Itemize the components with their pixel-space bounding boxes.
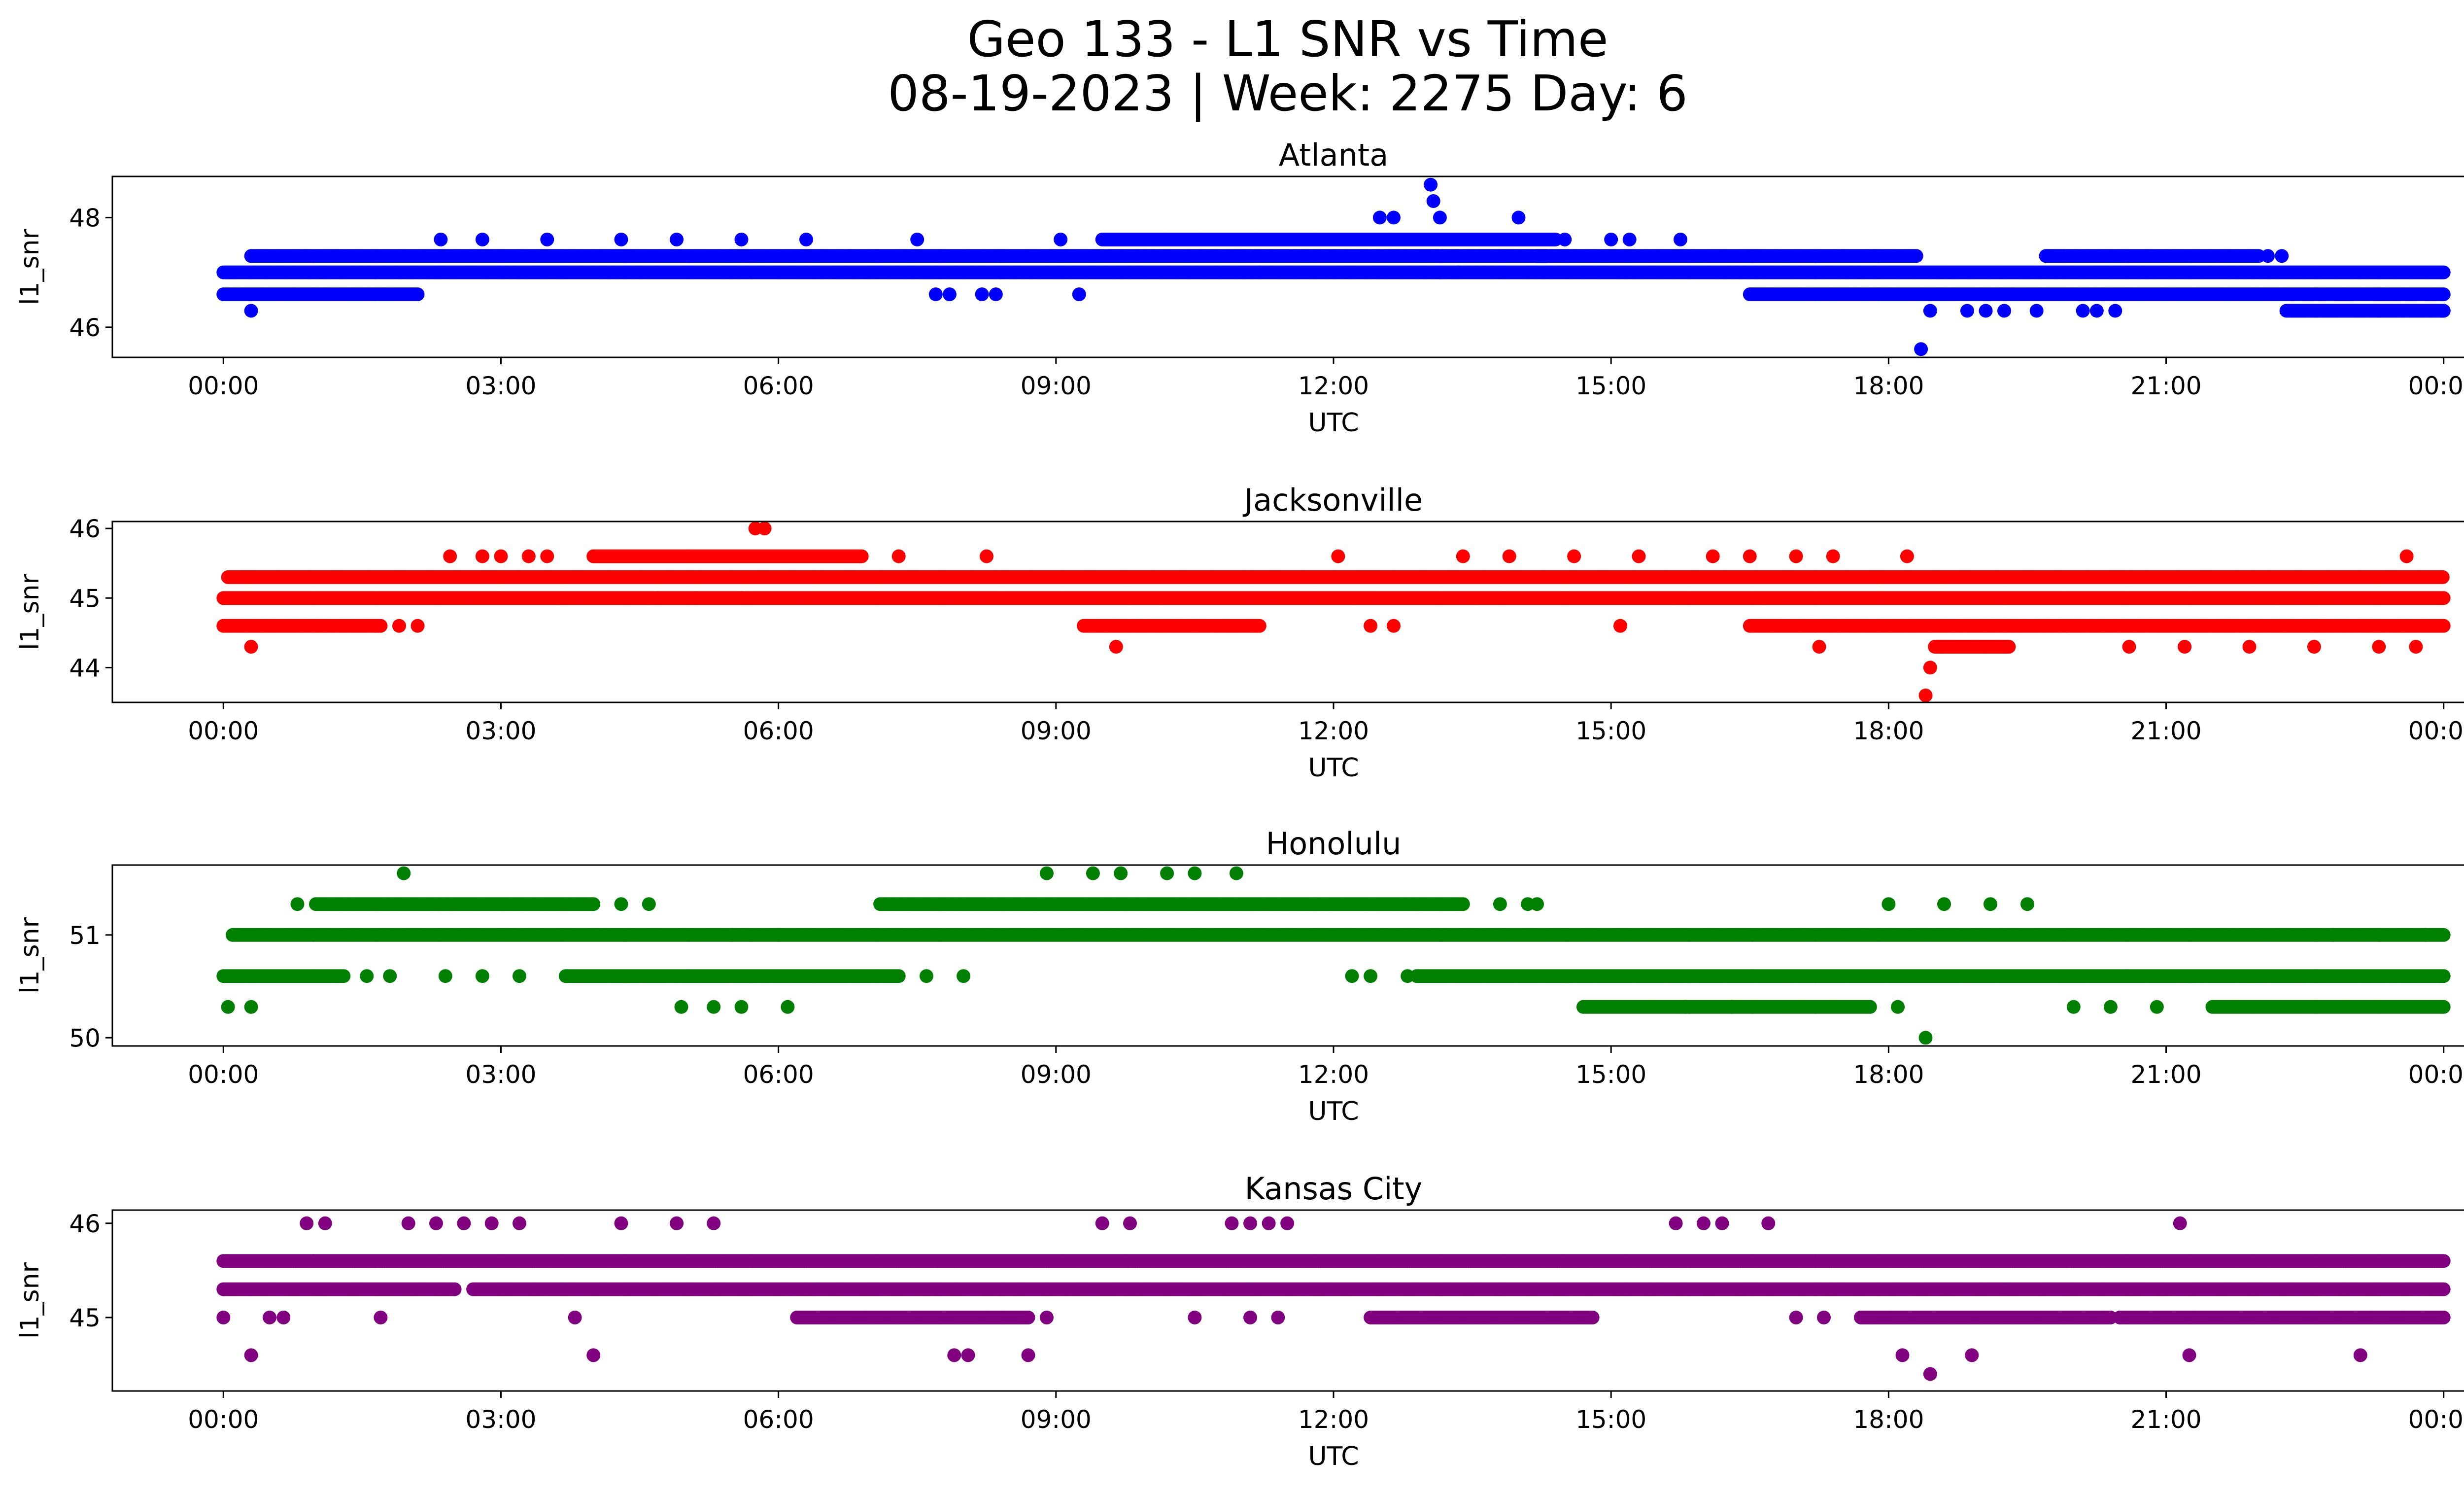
- x-axis-label: UTC: [1308, 408, 1359, 438]
- data-point: [2436, 265, 2451, 279]
- data-point: [1923, 304, 1937, 318]
- data-point: [1558, 232, 1572, 246]
- x-tick-label: 12:00: [1298, 372, 1369, 400]
- scatter-points: [216, 522, 2451, 702]
- y-axis-label: l1_snr: [15, 228, 45, 305]
- data-point: [1424, 177, 1438, 192]
- y-tick-label: 46: [69, 313, 101, 342]
- scatter-level-band: [221, 570, 2450, 584]
- data-point: [540, 232, 554, 246]
- scatter-level-band: [244, 249, 1553, 263]
- data-point: [2436, 287, 2451, 302]
- x-tick-label: 21:00: [2130, 372, 2201, 400]
- data-point: [910, 232, 924, 246]
- data-point: [2436, 591, 2451, 605]
- data-point: [1604, 232, 1618, 246]
- data-point: [928, 287, 943, 302]
- x-tick-label: 06:00: [743, 372, 814, 400]
- scatter-level-band: [216, 591, 2451, 605]
- subplot-title: Jacksonville: [1242, 482, 1423, 518]
- data-point: [1372, 210, 1387, 225]
- data-point: [2261, 249, 2275, 263]
- y-tick-label: 48: [69, 204, 101, 232]
- data-point: [244, 304, 258, 318]
- data-point: [1909, 249, 1923, 263]
- x-tick-label: 00:00: [2408, 372, 2464, 400]
- data-point: [1997, 304, 2011, 318]
- data-point: [734, 232, 749, 246]
- scatter-level-band: [1530, 249, 1923, 263]
- data-point: [989, 287, 1003, 302]
- data-point: [1072, 287, 1086, 302]
- data-point: [1054, 232, 1068, 246]
- data-point: [1433, 210, 1447, 225]
- data-point: [1387, 210, 1401, 225]
- scatter-points: [216, 177, 2451, 356]
- data-point: [1622, 232, 1637, 246]
- x-tick-label: 18:00: [1853, 372, 1924, 400]
- data-point: [799, 232, 813, 246]
- data-point: [1674, 232, 1687, 246]
- data-point: [434, 232, 448, 246]
- scatter-level-band: [2039, 249, 2266, 263]
- figure-title-line1: Geo 133 - L1 SNR vs Time: [967, 10, 1608, 68]
- data-point: [475, 232, 489, 246]
- data-point: [1252, 265, 1266, 279]
- data-point: [2108, 304, 2122, 318]
- x-tick-label: 09:00: [1021, 372, 1092, 400]
- data-point: [1426, 194, 1440, 208]
- data-point: [1451, 265, 1466, 279]
- subplot-title: Atlanta: [1279, 137, 1388, 173]
- data-point: [670, 232, 684, 246]
- subplot-atlanta: Atlanta 00:00 03:00 06:00 09:00 12:00 15:00 18:…: [15, 137, 2464, 438]
- data-point: [1914, 342, 1928, 356]
- data-point: [2436, 304, 2451, 318]
- data-point: [1511, 210, 1526, 225]
- data-point: [1960, 304, 1974, 318]
- data-point: [411, 287, 425, 302]
- x-tick-label: 03:00: [465, 372, 536, 400]
- figure-title-line2: 08-19-2023 | Week: 2275 Day: 6: [888, 65, 1688, 122]
- data-point: [975, 287, 989, 302]
- data-point: [2076, 304, 2090, 318]
- x-tick-label: 15:00: [1575, 372, 1646, 400]
- scatter-level-band: [216, 265, 2451, 279]
- scatter-level-band: [216, 287, 425, 302]
- x-tick-label: 00:00: [188, 372, 259, 400]
- scatter-level-band: [1095, 232, 1563, 246]
- scatter-level-band: [1743, 287, 2451, 302]
- data-point: [2089, 304, 2104, 318]
- data-point: [942, 287, 957, 302]
- data-point: [614, 232, 628, 246]
- scatter-level-band: [2279, 304, 2451, 318]
- data-point: [2275, 249, 2289, 263]
- data-point: [1979, 304, 1993, 318]
- data-point: [2029, 304, 2044, 318]
